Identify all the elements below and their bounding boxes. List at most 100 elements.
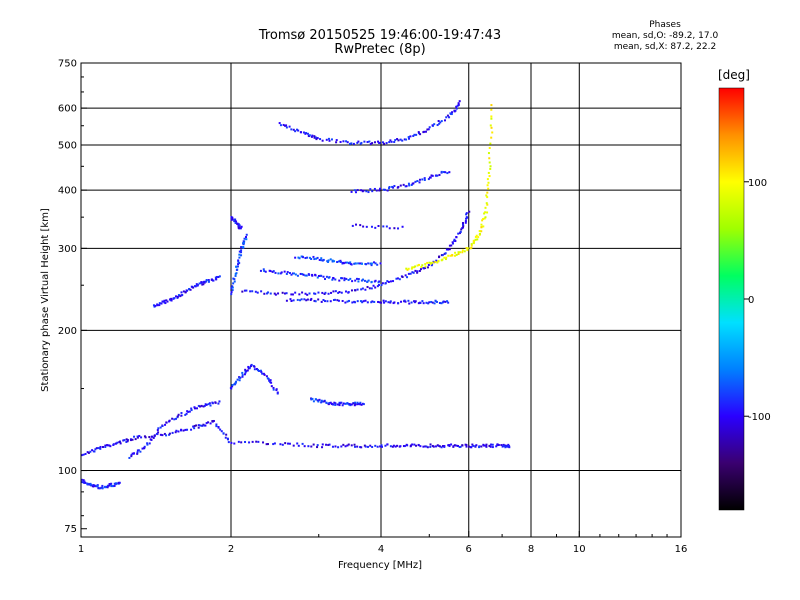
data-point [424, 130, 427, 133]
data-point [238, 256, 241, 259]
data-point [496, 443, 499, 446]
data-point [316, 256, 319, 259]
data-point [192, 286, 195, 289]
data-point [234, 220, 237, 223]
data-point [174, 431, 177, 434]
data-point [323, 292, 326, 295]
data-point [97, 486, 100, 489]
data-point [323, 278, 326, 281]
data-point [447, 444, 450, 447]
data-point [336, 403, 339, 406]
data-point [230, 287, 233, 290]
data-point [405, 267, 408, 270]
data-point [262, 372, 265, 375]
data-point [227, 441, 230, 444]
data-point [310, 297, 313, 300]
y-axis-label: Stationary phase Virtual Height [km] [40, 208, 51, 392]
data-point [118, 481, 121, 484]
data-point [393, 301, 396, 304]
data-point [82, 479, 85, 482]
data-point [95, 447, 98, 450]
data-point [419, 268, 422, 271]
data-point [180, 412, 183, 415]
data-point [243, 289, 246, 292]
data-point [386, 189, 389, 192]
data-point [125, 438, 128, 441]
data-point [207, 421, 210, 424]
data-point [491, 446, 494, 449]
data-point [359, 446, 362, 449]
data-point [495, 445, 498, 448]
data-point [344, 261, 347, 264]
data-point [171, 417, 174, 420]
data-point [316, 444, 319, 447]
data-point [411, 266, 414, 269]
data-point [237, 260, 240, 263]
data-point [448, 248, 451, 251]
data-point [320, 399, 323, 402]
data-point [396, 277, 399, 280]
data-point [415, 133, 418, 136]
data-point [357, 278, 360, 281]
data-point [100, 486, 103, 489]
data-point [287, 442, 290, 445]
x-tick-label: 8 [528, 544, 534, 555]
data-point [326, 300, 329, 303]
data-point [393, 140, 396, 143]
data-point [407, 136, 410, 139]
data-point [249, 365, 252, 368]
data-point [285, 292, 288, 295]
data-point [465, 217, 468, 220]
data-point [291, 293, 294, 296]
data-point [488, 175, 491, 178]
data-point [288, 125, 291, 128]
data-point [362, 300, 365, 303]
data-point [113, 484, 116, 487]
data-point [244, 371, 247, 374]
data-point [464, 220, 467, 223]
data-point [192, 425, 195, 428]
data-point [211, 278, 214, 281]
data-point [327, 403, 330, 406]
data-point [203, 424, 206, 427]
data-point [376, 263, 379, 266]
data-point [348, 299, 351, 302]
data-point [235, 380, 238, 383]
data-point [417, 443, 420, 446]
data-point [316, 446, 319, 449]
data-point [458, 251, 461, 254]
data-point [456, 444, 459, 447]
data-point [434, 174, 437, 177]
data-point [306, 256, 309, 259]
data-point [144, 436, 147, 439]
data-point [497, 443, 500, 446]
data-point [470, 243, 473, 246]
data-point [234, 381, 237, 384]
data-point [152, 436, 155, 439]
data-point [356, 141, 359, 144]
data-point [313, 299, 316, 302]
data-point [427, 302, 430, 305]
data-point [159, 433, 162, 436]
data-point [380, 444, 383, 447]
data-point [84, 452, 87, 455]
data-point [446, 172, 449, 175]
data-point [381, 141, 384, 144]
data-point [186, 428, 189, 431]
data-point [334, 445, 337, 448]
data-point [91, 449, 94, 452]
data-point [141, 447, 144, 450]
data-point [321, 446, 324, 449]
data-point [112, 485, 115, 488]
data-point [190, 409, 193, 412]
data-point [338, 404, 341, 407]
data-point [354, 403, 357, 406]
data-point [201, 283, 204, 286]
data-point [294, 291, 297, 294]
data-point [306, 132, 309, 135]
data-point [212, 279, 215, 282]
data-point [508, 446, 511, 449]
data-point [325, 443, 328, 446]
data-point [490, 126, 493, 129]
data-point [427, 178, 430, 181]
